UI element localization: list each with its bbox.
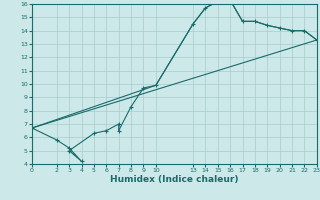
X-axis label: Humidex (Indice chaleur): Humidex (Indice chaleur) (110, 175, 239, 184)
